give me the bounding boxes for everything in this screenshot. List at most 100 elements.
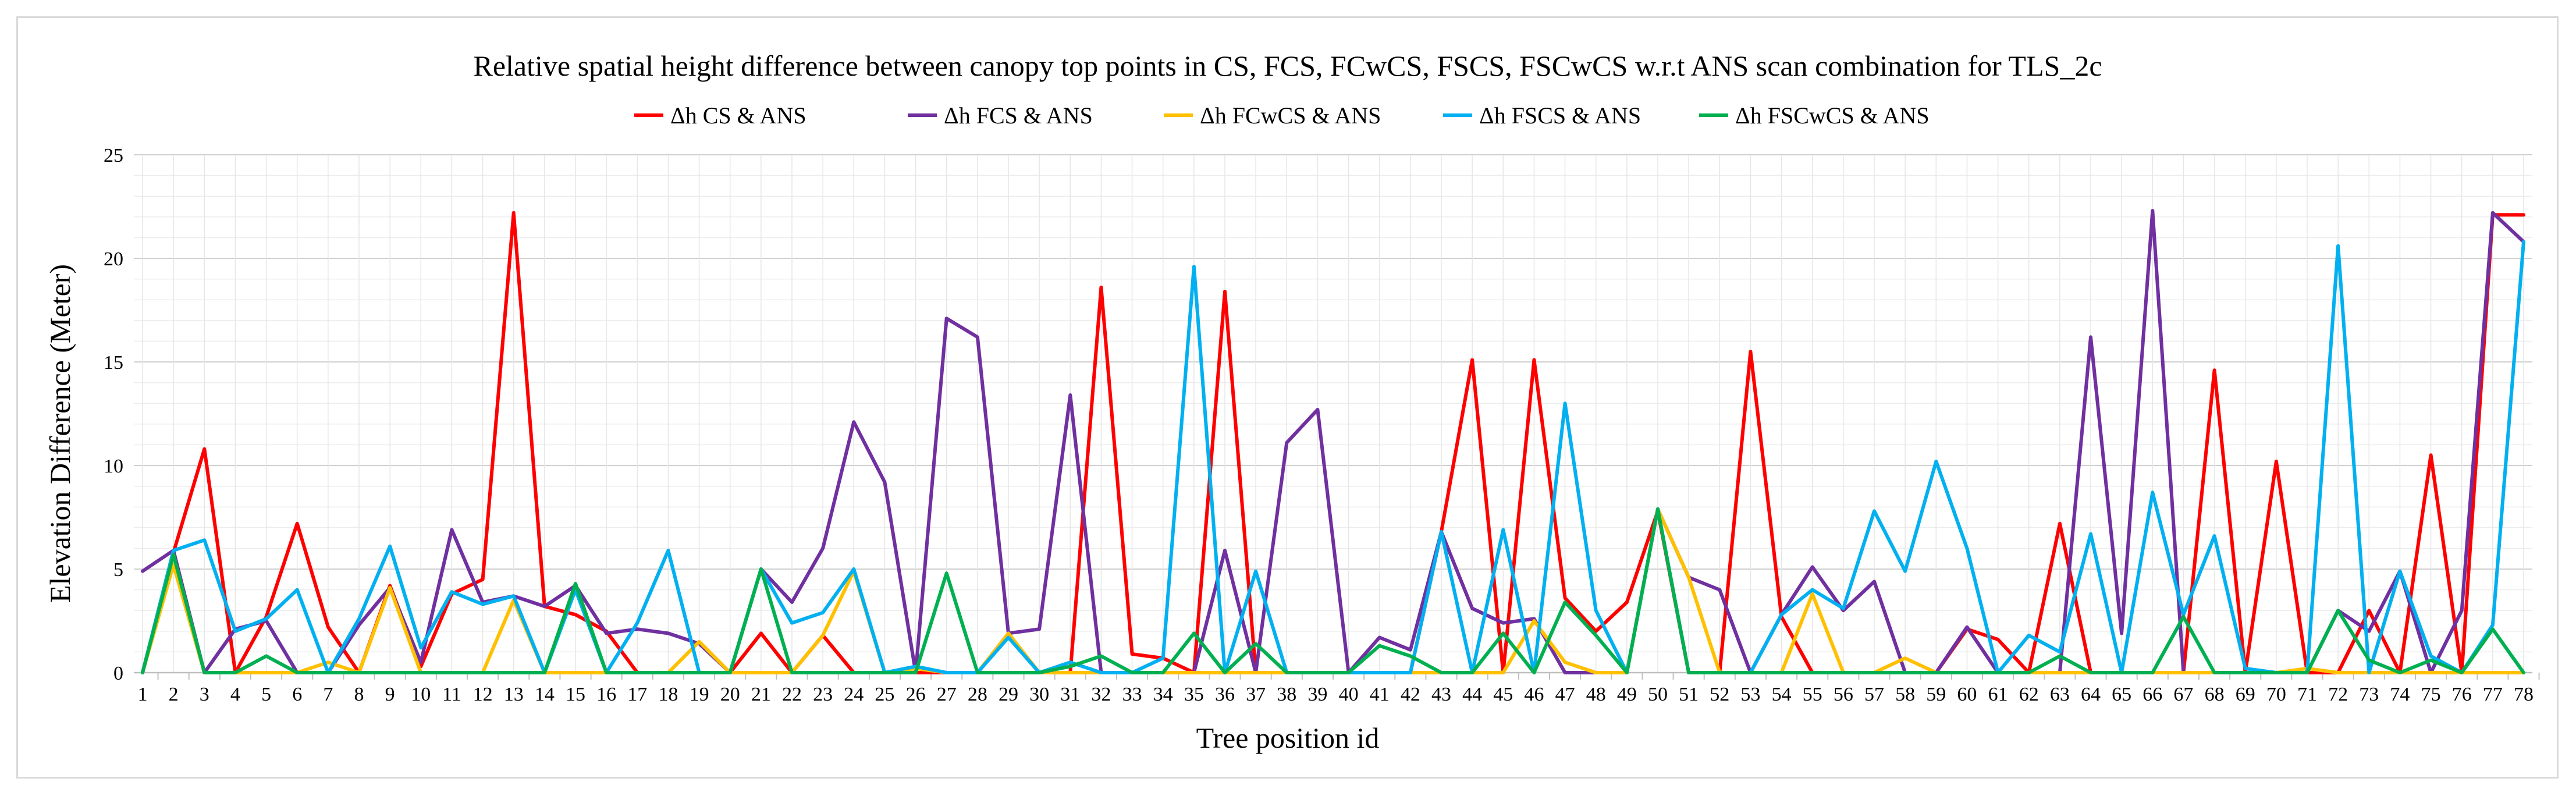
x-tick-label: 1	[138, 684, 148, 705]
x-tick-label: 65	[2112, 684, 2131, 705]
x-tick-label: 47	[1555, 684, 1575, 705]
legend: Δh CS & ANS Δh FCS & ANS Δh FCwCS & ANS Δh …	[634, 102, 1930, 129]
y-tick-labels: 0 5 10 15 20 25	[104, 145, 123, 684]
x-tick-label: 48	[1586, 684, 1606, 705]
y-tick-label: 25	[104, 145, 123, 166]
legend-label: Δh FSCS & ANS	[1479, 102, 1641, 129]
legend-label: Δh FSCwCS & ANS	[1735, 102, 1930, 129]
x-tick-label: 4	[230, 684, 240, 705]
x-axis-label: Tree position id	[1196, 722, 1380, 754]
x-tick-label: 32	[1091, 684, 1111, 705]
x-tick-label: 75	[2421, 684, 2441, 705]
x-tick-label: 44	[1462, 684, 1482, 705]
x-tick-label: 41	[1370, 684, 1390, 705]
x-tick-label: 15	[566, 684, 585, 705]
x-tick-label: 2	[169, 684, 179, 705]
series-line-4	[141, 240, 2525, 674]
y-tick-label: 10	[104, 456, 123, 477]
x-tick-label: 76	[2452, 684, 2472, 705]
x-tick-label: 63	[2050, 684, 2070, 705]
x-tick-label: 53	[1740, 684, 1760, 705]
x-tick-label: 3	[200, 684, 209, 705]
x-tick-label: 10	[411, 684, 431, 705]
x-tick-label: 31	[1060, 684, 1080, 705]
chart-title: Relative spatial height difference betwe…	[473, 49, 2102, 82]
x-tick-label: 43	[1431, 684, 1451, 705]
x-tick-label: 16	[596, 684, 616, 705]
y-tick-label: 20	[104, 248, 123, 270]
x-tick-label: 14	[535, 684, 555, 705]
legend-label: Δh CS & ANS	[670, 102, 806, 129]
x-tick-label: 36	[1215, 684, 1235, 705]
x-tick-labels: 1 2 3 4 5 6 7 8 9 10 11 12 13 14 15 16 17 18 19 20 21 22 23 24 2…	[138, 684, 2534, 705]
x-tick-label: 27	[937, 684, 957, 705]
x-tick-label: 29	[999, 684, 1018, 705]
x-tick-label: 49	[1617, 684, 1637, 705]
x-tick-label: 38	[1277, 684, 1296, 705]
x-tick-label: 9	[385, 684, 395, 705]
x-tick-label: 17	[627, 684, 647, 705]
x-tick-label: 64	[2081, 684, 2101, 705]
x-tick-label: 62	[2019, 684, 2039, 705]
x-tick-label: 70	[2266, 684, 2286, 705]
x-tick-label: 45	[1493, 684, 1513, 705]
x-tick-label: 25	[875, 684, 894, 705]
y-tick-label: 0	[113, 663, 123, 684]
x-tick-label: 7	[323, 684, 333, 705]
x-tick-label: 37	[1246, 684, 1266, 705]
x-tick-label: 57	[1864, 684, 1884, 705]
x-tick-label: 23	[813, 684, 833, 705]
x-tick-label: 30	[1029, 684, 1049, 705]
x-tick-label: 68	[2205, 684, 2225, 705]
x-tick-label: 50	[1648, 684, 1668, 705]
y-tick-label: 5	[113, 559, 123, 581]
x-tick-label: 35	[1184, 684, 1204, 705]
x-tick-label: 58	[1895, 684, 1915, 705]
x-tick-label: 73	[2359, 684, 2379, 705]
x-tick-label: 59	[1926, 684, 1946, 705]
x-tick-label: 8	[354, 684, 364, 705]
x-tick-label: 77	[2483, 684, 2503, 705]
x-tick-label: 60	[1957, 684, 1977, 705]
legend-item-5: Δh FSCwCS & ANS	[1699, 102, 1930, 129]
legend-item-2: Δh FCS & ANS	[908, 102, 1093, 129]
x-tick-label: 55	[1803, 684, 1822, 705]
x-tick-label: 13	[504, 684, 524, 705]
x-tick-label: 52	[1710, 684, 1729, 705]
series-line-5	[141, 507, 2525, 674]
x-tick-label: 18	[658, 684, 678, 705]
y-axis-label: Elevation Difference (Meter)	[44, 264, 76, 603]
x-tick-label: 26	[906, 684, 926, 705]
x-tick-label: 69	[2236, 684, 2255, 705]
x-tick-label: 11	[442, 684, 461, 705]
x-tick-label: 21	[751, 684, 771, 705]
x-tick-label: 22	[782, 684, 802, 705]
legend-item-1: Δh CS & ANS	[634, 102, 806, 129]
x-tick-label: 67	[2173, 684, 2193, 705]
x-tick-label: 19	[690, 684, 709, 705]
legend-item-4: Δh FSCS & ANS	[1443, 102, 1641, 129]
y-tick-label: 15	[104, 352, 123, 374]
x-tick-label: 74	[2390, 684, 2410, 705]
x-tick-label: 42	[1401, 684, 1420, 705]
legend-label: Δh FCS & ANS	[944, 102, 1093, 129]
x-tick-label: 20	[720, 684, 740, 705]
x-tick-label: 51	[1679, 684, 1699, 705]
x-tick-label: 66	[2142, 684, 2162, 705]
legend-item-3: Δh FCwCS & ANS	[1164, 102, 1381, 129]
x-tick-label: 71	[2297, 684, 2317, 705]
x-tick-label: 61	[1988, 684, 2008, 705]
x-tick-label: 39	[1307, 684, 1327, 705]
x-tick-label: 24	[844, 684, 864, 705]
x-tick-label: 54	[1772, 684, 1792, 705]
x-tick-label: 5	[261, 684, 271, 705]
x-tick-label: 78	[2514, 684, 2534, 705]
x-tick-label: 33	[1122, 684, 1142, 705]
x-tick-label: 40	[1339, 684, 1359, 705]
x-tick-label: 56	[1834, 684, 1853, 705]
x-tick-label: 34	[1153, 684, 1173, 705]
x-tick-label: 46	[1524, 684, 1544, 705]
x-tick-label: 72	[2328, 684, 2348, 705]
x-tick-label: 6	[292, 684, 302, 705]
